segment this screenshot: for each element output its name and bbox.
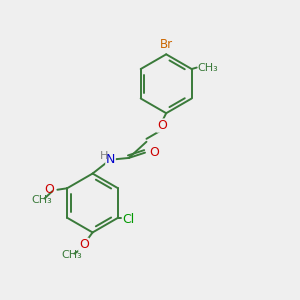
Text: CH₃: CH₃ [197,63,218,73]
Text: O: O [44,183,54,196]
Text: CH₃: CH₃ [31,195,52,205]
Text: H: H [100,152,108,161]
Text: Cl: Cl [122,213,135,226]
Text: CH₃: CH₃ [61,250,82,260]
Text: O: O [149,146,159,159]
Text: O: O [157,119,167,132]
Text: Br: Br [160,38,173,51]
Text: N: N [106,153,115,166]
Text: O: O [79,238,89,251]
